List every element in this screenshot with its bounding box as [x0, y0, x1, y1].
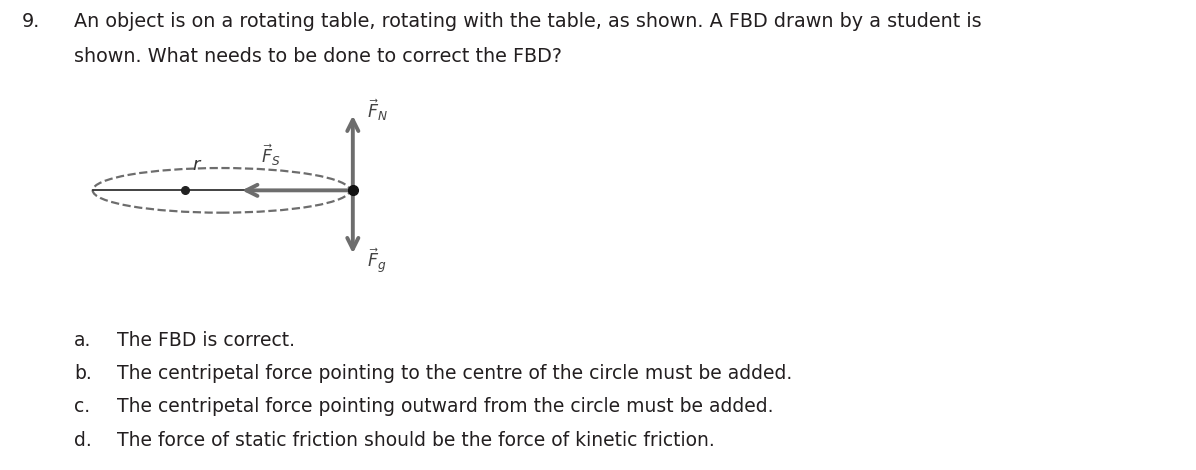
Text: shown. What needs to be done to correct the FBD?: shown. What needs to be done to correct …	[74, 47, 562, 66]
Text: The FBD is correct.: The FBD is correct.	[117, 331, 295, 350]
Text: The centripetal force pointing outward from the circle must be added.: The centripetal force pointing outward f…	[117, 397, 774, 416]
Text: $\vec{F}_N$: $\vec{F}_N$	[367, 98, 388, 123]
Text: c.: c.	[74, 397, 90, 416]
Text: $\vec{F}_S$: $\vec{F}_S$	[261, 142, 280, 168]
Text: a.: a.	[74, 331, 92, 350]
Text: 9.: 9.	[22, 12, 39, 31]
Text: The force of static friction should be the force of kinetic friction.: The force of static friction should be t…	[117, 431, 715, 450]
Text: $\vec{F}_g$: $\vec{F}_g$	[367, 246, 386, 275]
Text: b.: b.	[74, 364, 92, 383]
Text: The centripetal force pointing to the centre of the circle must be added.: The centripetal force pointing to the ce…	[117, 364, 793, 383]
Text: $r$: $r$	[193, 156, 202, 174]
Text: An object is on a rotating table, rotating with the table, as shown. A FBD drawn: An object is on a rotating table, rotati…	[74, 12, 982, 31]
Text: d.: d.	[74, 431, 92, 450]
